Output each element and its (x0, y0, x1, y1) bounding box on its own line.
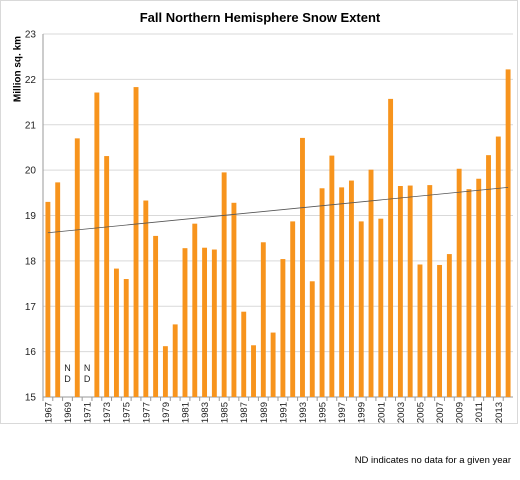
bar-2007 (437, 264, 443, 397)
y-tick-label: 18 (25, 256, 37, 267)
x-tick-label: 2011 (474, 402, 485, 422)
bar-1972 (94, 92, 100, 397)
x-tick-label: 1995 (318, 402, 329, 423)
x-tick-label: 1985 (220, 402, 231, 423)
x-tick-label: 1999 (357, 402, 368, 423)
y-tick-label: 21 (25, 120, 37, 131)
bar-1993 (300, 137, 305, 397)
bar-2003 (397, 186, 403, 397)
y-tick-label: 15 (25, 393, 37, 404)
bar-2006 (427, 185, 433, 397)
bar-1984 (211, 249, 217, 397)
bar-1995 (319, 188, 325, 397)
bar-2009 (456, 168, 462, 397)
bar-2000 (368, 169, 374, 397)
x-tick-label: 2003 (396, 402, 407, 423)
bar-1994 (309, 281, 315, 397)
bar-2002 (388, 98, 394, 397)
x-tick-label: 2001 (376, 402, 387, 423)
bar-1989 (260, 242, 266, 397)
bar-2005 (417, 264, 423, 397)
x-tick-label: 1991 (278, 402, 289, 423)
bar-1992 (290, 221, 296, 397)
bar-1988 (251, 345, 256, 397)
x-tick-label: 1975 (122, 402, 133, 423)
bar-1999 (358, 221, 364, 397)
x-tick-label: 1987 (239, 402, 250, 423)
bar-1985 (221, 172, 227, 397)
bar-1982 (192, 223, 198, 397)
bar-1967 (45, 201, 51, 397)
bar-1978 (153, 235, 159, 397)
x-tick-label: 2007 (435, 402, 446, 423)
bar-1987 (241, 311, 247, 397)
x-tick-label: 1989 (259, 402, 270, 423)
x-tick-label: 1969 (63, 402, 74, 423)
y-tick-label: 20 (25, 166, 37, 177)
bar-1968 (55, 182, 61, 397)
x-tick-label: 2005 (415, 402, 426, 423)
bar-1981 (182, 248, 188, 397)
bar-1996 (329, 155, 335, 397)
bar-1975 (123, 279, 129, 397)
x-tick-label: 2009 (455, 402, 466, 423)
bar-1976 (133, 87, 139, 398)
chart-frame: Fall Northern Hemisphere Snow Extent Mil… (0, 0, 518, 424)
bar-chart: 15 16 17 18 19 20 21 22 23 N D N D 1967 1969 1971 1973 19… (25, 30, 513, 423)
footnote: ND indicates no data for a given year (354, 455, 511, 466)
y-tick-label: 16 (25, 347, 37, 358)
x-tick-label: 1979 (161, 402, 172, 423)
x-tick-label: 1977 (141, 402, 152, 423)
bar-1990 (270, 332, 276, 397)
chart-title: Fall Northern Hemisphere Snow Extent (139, 10, 381, 25)
bar-1997 (339, 187, 345, 397)
y-tick-label: 23 (25, 30, 37, 41)
x-tick-label: 1981 (180, 402, 191, 423)
bar-2001 (378, 218, 384, 397)
bar-1986 (231, 202, 237, 397)
bar-1980 (172, 324, 178, 397)
bar-2004 (407, 185, 413, 397)
bar-2014 (505, 69, 511, 397)
bar-1998 (348, 180, 354, 397)
x-tick-label: 1967 (43, 402, 54, 423)
bar-1977 (143, 200, 149, 397)
bar-2013 (495, 136, 501, 398)
bar-2008 (446, 254, 452, 397)
bar-2011 (476, 178, 482, 397)
bar-2010 (466, 189, 472, 397)
x-tick-label: 1997 (337, 402, 348, 423)
trend-line (47, 186, 509, 234)
y-tick-label: 22 (25, 75, 37, 86)
y-tick-label: 19 (25, 211, 37, 222)
bar-1983 (202, 247, 208, 397)
y-tick-label: 17 (25, 302, 37, 313)
x-tick-label: 1971 (83, 402, 94, 423)
bar-1973 (104, 156, 110, 397)
x-tick-label: 1973 (102, 402, 113, 423)
bar-1974 (113, 268, 119, 397)
x-tick-label: 1993 (298, 402, 309, 423)
x-tick-label: 2013 (494, 402, 505, 423)
bar-1979 (162, 346, 168, 397)
bar-2012 (486, 155, 491, 397)
bar-1991 (280, 259, 286, 397)
bar-1970 (74, 138, 80, 398)
x-tick-label: 1983 (200, 402, 211, 423)
